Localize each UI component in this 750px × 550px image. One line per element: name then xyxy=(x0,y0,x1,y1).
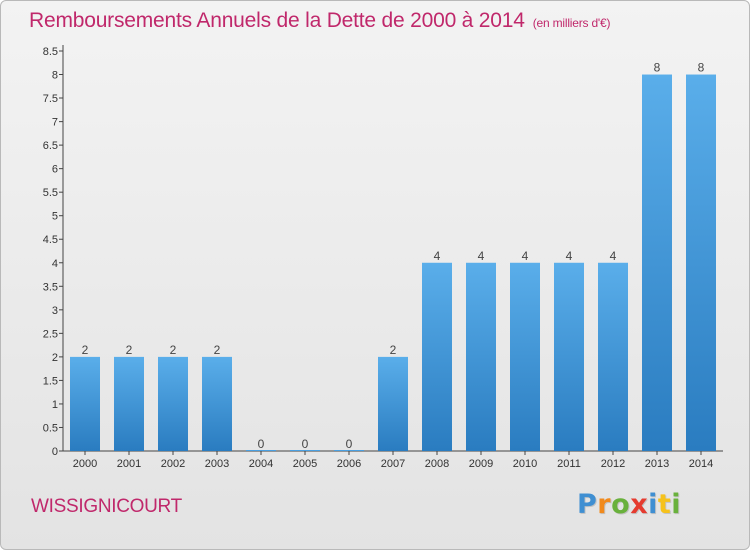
commune-name: WISSIGNICOURT xyxy=(31,496,182,517)
x-tick-label: 2012 xyxy=(601,458,625,470)
bar xyxy=(378,356,408,451)
y-tick-label: 2.5 xyxy=(43,328,58,340)
x-tick-label: 2011 xyxy=(557,458,581,470)
data-label: 2 xyxy=(82,343,89,357)
y-tick-label: 3.5 xyxy=(43,281,58,293)
x-tick-label: 2013 xyxy=(645,458,669,470)
y-tick-label: 4 xyxy=(52,258,58,270)
bar xyxy=(510,262,540,451)
y-tick-label: 8 xyxy=(52,70,58,82)
bar xyxy=(686,74,716,451)
data-label: 4 xyxy=(478,249,485,263)
logo-letter: i xyxy=(671,489,682,520)
y-tick-label: 1.5 xyxy=(43,375,58,387)
y-tick-label: 7.5 xyxy=(43,93,58,105)
y-tick-label: 1 xyxy=(52,399,58,411)
logo-letter: P xyxy=(577,489,598,520)
y-tick-label: 0 xyxy=(52,446,58,458)
x-tick-label: 2007 xyxy=(381,458,405,470)
data-label: 2 xyxy=(170,343,177,357)
logo-letter: t xyxy=(657,489,672,520)
proxiti-logo: Proxiti xyxy=(577,489,681,520)
y-tick-label: 7 xyxy=(52,117,58,129)
y-tick-label: 8.5 xyxy=(43,46,58,58)
x-tick-label: 2009 xyxy=(469,458,493,470)
y-tick-label: 3 xyxy=(52,305,58,317)
logo-letter: o xyxy=(611,489,631,520)
data-label: 2 xyxy=(390,343,397,357)
x-tick-label: 2001 xyxy=(117,458,141,470)
bar xyxy=(422,262,452,451)
data-label: 4 xyxy=(610,249,617,263)
y-tick-label: 2 xyxy=(52,352,58,364)
x-tick-label: 2004 xyxy=(249,458,273,470)
data-label: 8 xyxy=(654,61,661,75)
bar xyxy=(642,74,672,451)
logo-letter: x xyxy=(630,489,649,520)
bar xyxy=(466,262,496,451)
chart-title: Remboursements Annuels de la Dette de 20… xyxy=(29,9,610,33)
bar xyxy=(70,356,100,451)
x-tick-label: 2000 xyxy=(73,458,97,470)
data-label: 4 xyxy=(566,249,573,263)
logo-letter: r xyxy=(597,489,612,520)
y-tick-label: 5.5 xyxy=(43,187,58,199)
chart-unit: (en milliers d'€) xyxy=(532,16,611,30)
data-label: 2 xyxy=(126,343,133,357)
y-tick-label: 0.5 xyxy=(43,422,58,434)
y-tick-label: 4.5 xyxy=(43,234,58,246)
x-tick-label: 2005 xyxy=(293,458,317,470)
logo-letter: i xyxy=(648,489,658,520)
data-label: 0 xyxy=(258,437,265,451)
data-label: 4 xyxy=(522,249,529,263)
x-tick-label: 2002 xyxy=(161,458,185,470)
data-label: 8 xyxy=(698,61,705,75)
x-tick-label: 2006 xyxy=(337,458,361,470)
data-label: 2 xyxy=(214,343,221,357)
bar xyxy=(202,356,232,451)
bar xyxy=(158,356,188,451)
data-label: 4 xyxy=(434,249,441,263)
bar xyxy=(598,262,628,451)
x-tick-label: 2008 xyxy=(425,458,449,470)
y-tick-label: 6.5 xyxy=(43,140,58,152)
data-label: 0 xyxy=(346,437,353,451)
y-tick-label: 5 xyxy=(52,211,58,223)
bar xyxy=(114,356,144,451)
data-label: 0 xyxy=(302,437,309,451)
x-tick-label: 2014 xyxy=(689,458,713,470)
bar xyxy=(554,262,584,451)
x-tick-label: 2003 xyxy=(205,458,229,470)
chart-title-text: Remboursements Annuels de la Dette de 20… xyxy=(29,9,525,32)
x-tick-label: 2010 xyxy=(513,458,537,470)
y-tick-label: 6 xyxy=(52,164,58,176)
